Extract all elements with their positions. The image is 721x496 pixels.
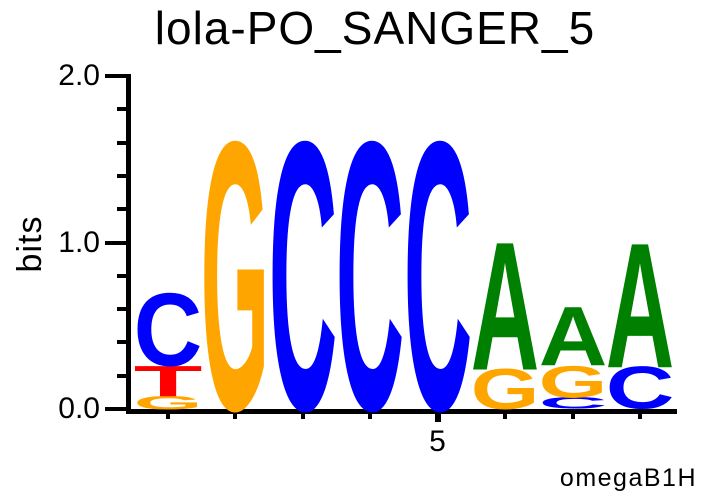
svg-text:C: C [268,63,337,491]
svg-text:C: C [133,273,202,388]
svg-text:C: C [606,355,675,422]
svg-text:C: C [538,394,607,413]
logo-letter-C: C [336,63,405,491]
logo-letter-G: G [201,63,270,491]
logo-letter-G: G [133,392,202,414]
y-minor-tick [117,373,126,378]
credit-label: omegaB1H [559,464,697,492]
logo-letter-C: C [606,355,675,422]
svg-text:T: T [133,356,202,405]
logo-letter-G: G [471,356,540,421]
y-minor-tick [117,307,126,312]
logo-letter-C: C [268,63,337,491]
y-minor-tick [117,273,126,278]
logo-letter-A: A [606,207,675,406]
svg-text:A: A [538,290,607,385]
y-major-tick [105,240,126,245]
x-major-tick [434,412,441,422]
logo-letter-C: C [133,273,202,388]
svg-text:C: C [336,63,405,491]
x-minor-tick [503,412,507,419]
svg-text:G: G [133,392,202,414]
logo-letter-C: C [403,63,472,491]
logo-letter-A: A [538,290,607,385]
y-major-tick [105,407,126,411]
y-axis-line [126,74,131,414]
logo-letter-C: C [538,394,607,413]
y-minor-tick [117,340,126,345]
y-tick-label: 2.0 [58,59,100,92]
y-minor-tick [117,107,126,112]
y-minor-tick [117,207,126,212]
x-minor-tick [233,412,237,419]
svg-text:G: G [201,63,270,491]
x-minor-tick [570,412,575,419]
x-minor-tick [165,412,170,419]
x-minor-tick [300,412,305,419]
x-minor-tick [638,412,642,419]
chart-title: lola-PO_SANGER_5 [154,2,596,54]
y-minor-tick [117,140,126,145]
x-minor-tick [368,412,372,419]
svg-text:A: A [606,207,675,406]
x-tick-label: 5 [429,425,446,458]
svg-text:C: C [403,63,472,491]
svg-text:G: G [471,356,540,421]
svg-text:G: G [538,356,607,407]
y-major-tick [105,74,126,78]
y-tick-label: 0.0 [58,392,100,425]
svg-text:A: A [471,205,540,409]
y-minor-tick [117,173,126,178]
logo-letter-G: G [538,356,607,407]
logo-letter-A: A [471,205,540,409]
y-tick-label: 1.0 [58,225,100,259]
logo-letter-T: T [133,356,202,405]
x-axis-line [126,409,677,414]
